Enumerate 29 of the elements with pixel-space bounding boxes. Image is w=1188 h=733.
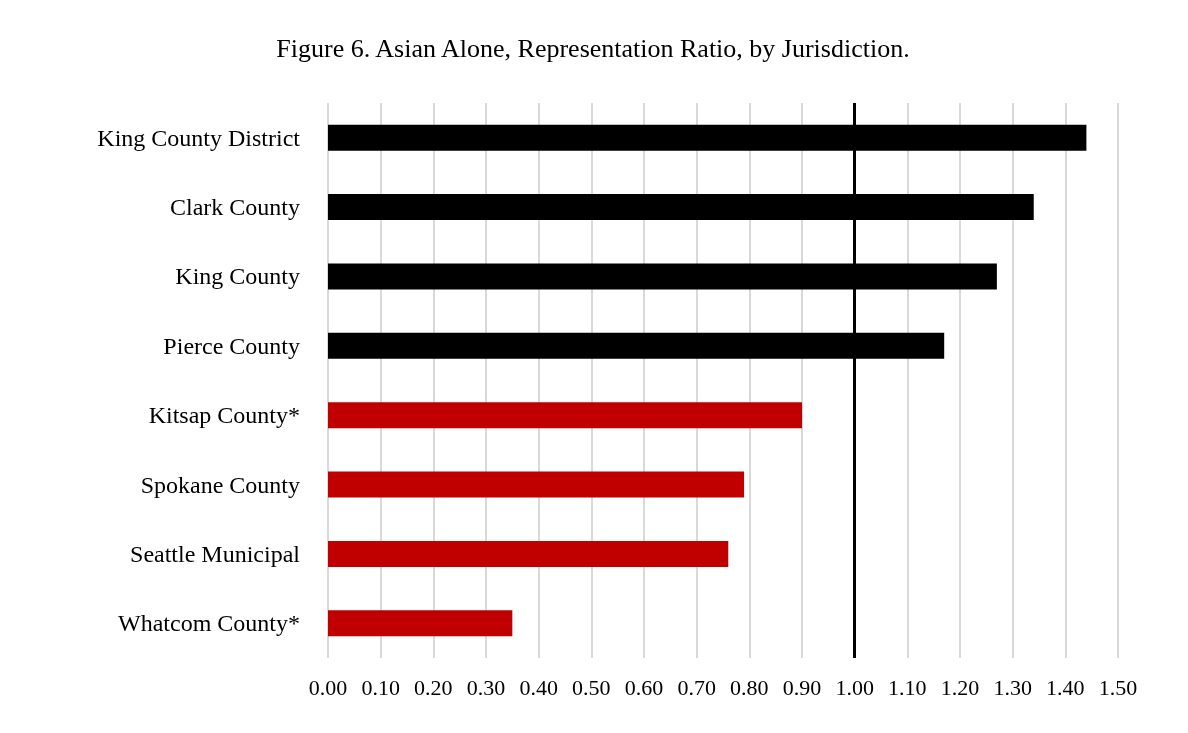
x-tick-label: 0.40 xyxy=(519,674,558,700)
x-tick-label: 1.50 xyxy=(1098,674,1138,700)
y-tick-label: Clark County xyxy=(170,194,300,221)
bar xyxy=(328,402,802,429)
chart-title: Figure 6. Asian Alone, Representation Ratio, by Jurisdiction. xyxy=(276,33,910,63)
x-tick-label: 0.60 xyxy=(624,674,664,700)
bar xyxy=(328,540,729,567)
y-tick-label: King County xyxy=(175,263,300,290)
bar xyxy=(328,610,513,637)
x-tick-label: 1.10 xyxy=(888,674,927,700)
y-tick-label: Kitsap County* xyxy=(148,402,300,429)
x-tick-label: 0.80 xyxy=(730,674,769,700)
y-tick-label: Spokane County xyxy=(140,471,300,498)
y-tick-label: Whatcom County* xyxy=(118,610,300,637)
y-tick-label: Pierce County xyxy=(163,332,300,359)
x-tick-label: 0.10 xyxy=(361,674,400,700)
y-tick-label: Seattle Municipal xyxy=(130,540,301,567)
x-tick-label: 0.20 xyxy=(414,674,453,700)
x-tick-label: 0.50 xyxy=(572,674,611,700)
y-tick-label: King County District xyxy=(97,124,301,151)
x-tick-label: 0.90 xyxy=(782,674,822,700)
x-tick-label: 0.70 xyxy=(677,674,716,700)
x-tick-label: 0.30 xyxy=(466,674,506,700)
x-tick-label: 1.40 xyxy=(1046,674,1085,700)
x-tick-label: 1.00 xyxy=(835,674,874,700)
bar xyxy=(328,471,745,498)
x-tick-label: 0.00 xyxy=(308,674,348,700)
x-tick-label: 1.30 xyxy=(993,674,1032,700)
x-tick-label: 1.20 xyxy=(940,674,980,700)
